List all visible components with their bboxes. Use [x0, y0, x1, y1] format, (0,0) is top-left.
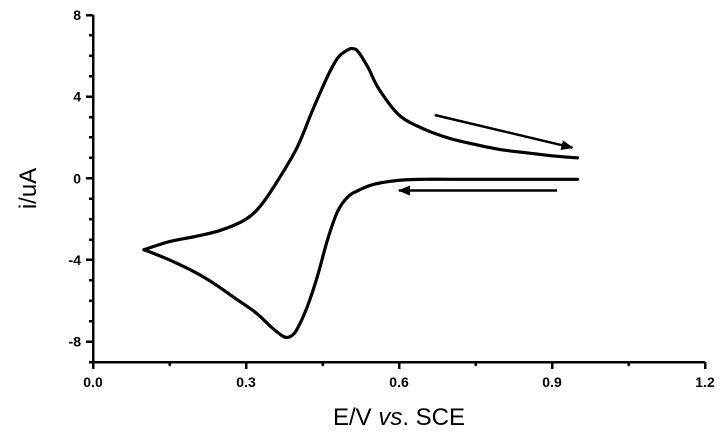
- plot-area: [142, 46, 580, 340]
- y-tick-label: 4: [73, 89, 81, 105]
- y-tick-label: 8: [73, 7, 81, 23]
- y-tick-label: -8: [69, 334, 82, 350]
- scan-direction-arrow-right: [434, 113, 574, 151]
- x-tick-label: 0.9: [542, 374, 562, 390]
- x-tick-label: 0.0: [83, 374, 103, 390]
- annotations: [398, 113, 574, 196]
- forward-scan-curve: [142, 46, 580, 252]
- y-tick-label: -4: [69, 252, 82, 268]
- y-tick-label: 0: [73, 170, 81, 186]
- x-tick-label: 0.6: [389, 374, 409, 390]
- x-tick-label: 1.2: [695, 374, 715, 390]
- x-tick-label: 0.3: [236, 374, 256, 390]
- x-axis-label-italic: vs: [378, 404, 402, 431]
- y-axis-label: i/uA: [15, 168, 42, 209]
- x-axis-label-text: E/V: [333, 404, 378, 431]
- reverse-scan-curve: [142, 177, 580, 340]
- x-axis-label-suffix: . SCE: [402, 404, 465, 431]
- x-axis-label: E/V vs. SCE: [333, 404, 465, 431]
- axes: 0.0 0.3 0.6 0.9 1.2 -8 -4 0 4 8: [69, 7, 715, 390]
